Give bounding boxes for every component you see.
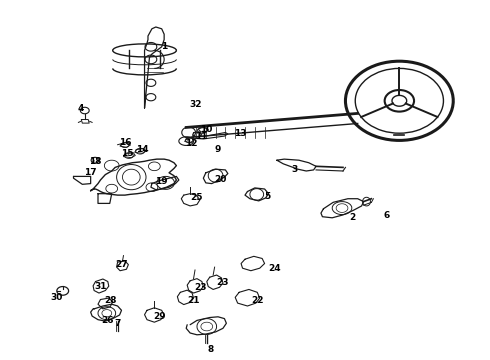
- Text: 11: 11: [195, 132, 207, 141]
- Text: 28: 28: [104, 296, 117, 305]
- Text: 27: 27: [115, 260, 128, 269]
- Text: 31: 31: [94, 282, 107, 291]
- Text: 12: 12: [185, 139, 197, 148]
- Text: 5: 5: [264, 192, 270, 201]
- Text: 6: 6: [384, 211, 390, 220]
- Text: 16: 16: [119, 138, 131, 147]
- Text: 20: 20: [214, 175, 227, 184]
- Text: 17: 17: [84, 168, 97, 177]
- Text: 19: 19: [155, 177, 168, 186]
- Text: 22: 22: [251, 296, 264, 305]
- Text: 4: 4: [77, 104, 84, 112]
- Text: 9: 9: [215, 145, 221, 154]
- Text: 7: 7: [114, 320, 121, 328]
- Text: 13: 13: [234, 129, 246, 138]
- Text: 32: 32: [190, 100, 202, 109]
- Text: 29: 29: [153, 312, 166, 321]
- Text: 23: 23: [195, 284, 207, 292]
- Text: 8: 8: [208, 345, 214, 354]
- Text: 1: 1: [161, 42, 167, 51]
- Text: 30: 30: [50, 292, 63, 302]
- Text: 26: 26: [101, 316, 114, 325]
- Text: 18: 18: [89, 157, 102, 166]
- Text: 23: 23: [217, 278, 229, 287]
- Text: 25: 25: [190, 194, 202, 202]
- Text: 10: 10: [199, 125, 212, 134]
- Text: 24: 24: [268, 264, 281, 273]
- Text: 3: 3: [291, 165, 297, 174]
- Text: 21: 21: [187, 296, 200, 305]
- Text: 2: 2: [350, 213, 356, 222]
- Text: 15: 15: [121, 149, 134, 158]
- Text: 14: 14: [136, 145, 148, 154]
